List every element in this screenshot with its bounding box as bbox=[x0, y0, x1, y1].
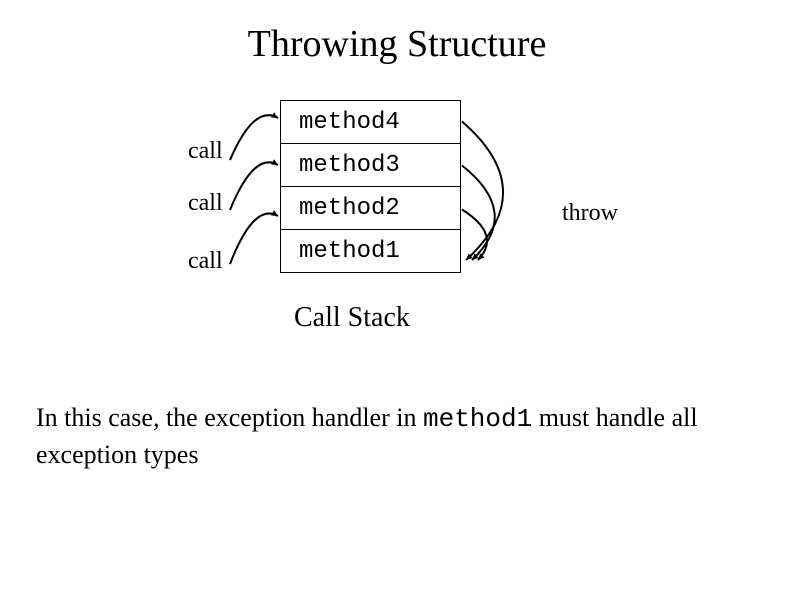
paragraph-method: method1 bbox=[423, 404, 532, 434]
stack-cell: method3 bbox=[281, 144, 461, 187]
arrow-overlay bbox=[0, 0, 794, 595]
call-label-2: call bbox=[188, 190, 223, 217]
stack-cell: method1 bbox=[281, 230, 461, 273]
call-label-3: call bbox=[188, 248, 223, 275]
call-label-1: call bbox=[188, 138, 223, 165]
stack-cell: method2 bbox=[281, 187, 461, 230]
callstack-caption: Call Stack bbox=[294, 302, 410, 334]
stack-cell: method4 bbox=[281, 101, 461, 144]
throw-label: throw bbox=[562, 200, 618, 227]
paragraph-prefix: In this case, the exception handler in bbox=[36, 403, 423, 432]
explanation-paragraph: In this case, the exception handler in m… bbox=[36, 400, 756, 472]
page-title: Throwing Structure bbox=[0, 22, 794, 66]
call-stack-table: method4 method3 method2 method1 bbox=[280, 100, 461, 273]
